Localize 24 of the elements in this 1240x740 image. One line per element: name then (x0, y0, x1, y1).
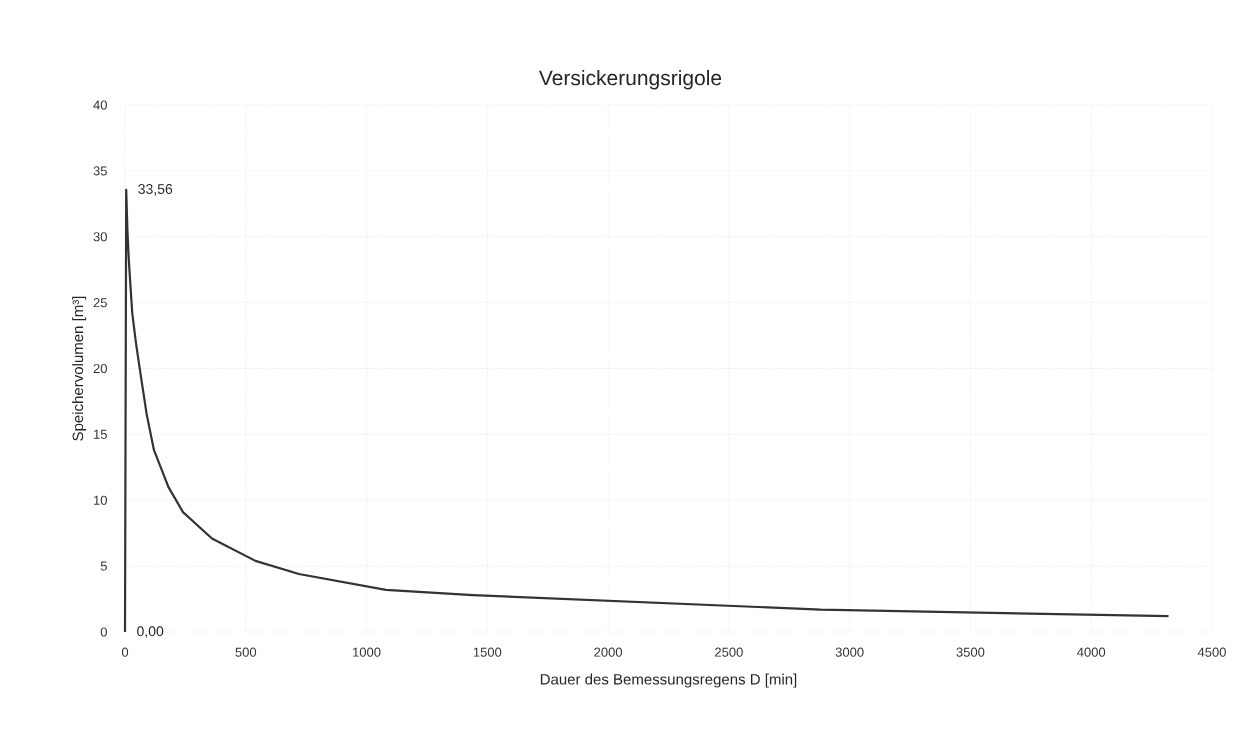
y-tick-label: 30 (93, 232, 107, 242)
x-tick-label: 1500 (473, 647, 502, 657)
x-tick-label: 500 (235, 647, 257, 657)
x-tick-label: 2000 (594, 647, 623, 657)
y-tick-label: 15 (94, 429, 107, 439)
y-tick-label: 0 (100, 627, 107, 637)
chart-title: Versickerungsrigole (538, 69, 722, 90)
y-tick-label: 35 (93, 166, 107, 176)
x-axis-title: Dauer des Bemessungsregens D [min] (540, 673, 797, 688)
y-tick-label: 10 (94, 495, 107, 505)
x-tick-label: 0 (121, 647, 129, 657)
y-tick-label: 25 (93, 298, 107, 308)
y-tick-label: 5 (100, 561, 107, 571)
y-tick-label: 20 (93, 363, 107, 374)
data-label: 33,56 (138, 184, 173, 196)
y-tick-label: 40 (93, 100, 107, 110)
x-tick-label: 3000 (835, 647, 864, 657)
data-label: 0,00 (137, 626, 164, 638)
x-tick-label: 2500 (715, 647, 743, 657)
x-tick-label: 4000 (1077, 647, 1106, 657)
x-tick-label: 3500 (956, 647, 985, 657)
x-tick-label: 1000 (353, 647, 381, 657)
y-axis-title: Speichervolumen [m³] (72, 296, 87, 441)
x-tick-label: 4500 (1197, 647, 1226, 657)
